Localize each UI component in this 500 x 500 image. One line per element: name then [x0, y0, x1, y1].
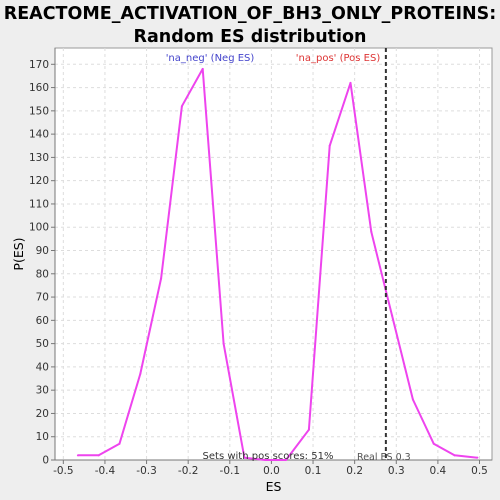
y-tick-label: 160 [29, 82, 49, 94]
data-point [97, 454, 100, 457]
x-tick-label: -0.3 [136, 465, 157, 477]
x-tick-label: 0.5 [471, 465, 488, 477]
series-line [77, 67, 478, 461]
chart-title-line: Random ES distribution [133, 27, 366, 47]
data-point [453, 454, 456, 457]
data-point [139, 372, 142, 375]
y-tick-label: 170 [29, 59, 49, 71]
y-tick-label: 60 [36, 315, 49, 327]
y-tick-label: 30 [36, 385, 49, 397]
x-tick-label: 0.2 [346, 465, 363, 477]
data-point [349, 81, 352, 84]
x-tick-label: -0.4 [95, 465, 116, 477]
data-point [76, 454, 79, 457]
data-point [243, 456, 246, 459]
data-point [476, 456, 479, 459]
y-tick-label: 20 [36, 408, 49, 420]
data-point [370, 230, 373, 233]
data-point [222, 342, 225, 345]
y-axis-label: P(ES) [11, 237, 26, 270]
x-tick-label: -0.5 [53, 465, 74, 477]
neg-es-label: 'na_neg' (Neg ES) [166, 53, 255, 64]
x-tick-label: 0.3 [388, 465, 405, 477]
data-point [284, 459, 287, 461]
pos-es-label: 'na_pos' (Pos ES) [296, 53, 381, 64]
y-tick-label: 90 [36, 245, 49, 257]
x-axis-label: ES [266, 479, 282, 494]
data-point [264, 459, 267, 461]
x-tick-label: -0.2 [178, 465, 199, 477]
y-tick-label: 130 [29, 152, 49, 164]
y-tick-label: 80 [36, 268, 49, 280]
y-tick-label: 140 [29, 129, 49, 141]
x-tick-label: 0.1 [305, 465, 322, 477]
data-point [160, 277, 163, 280]
y-tick-label: 150 [29, 105, 49, 117]
y-tick-label: 110 [29, 198, 49, 210]
data-point [201, 67, 204, 70]
real-es-label: Real ES 0.3 [357, 452, 411, 463]
x-tick-label: 0.0 [263, 465, 280, 477]
y-tick-label: 0 [42, 455, 49, 467]
data-point [391, 314, 394, 317]
y-tick-label: 120 [29, 175, 49, 187]
data-point [411, 398, 414, 401]
y-tick-label: 40 [36, 361, 49, 373]
data-point [328, 144, 331, 147]
data-point [307, 428, 310, 431]
chart-title-line: REACTOME_ACTIVATION_OF_BH3_ONLY_PROTEINS… [4, 4, 497, 24]
y-tick-label: 100 [29, 222, 49, 234]
data-point [432, 442, 435, 445]
y-tick-label: 50 [36, 338, 49, 350]
y-tick-label: 10 [36, 431, 49, 443]
data-point [180, 105, 183, 108]
sets-pos-scores-text: Sets with pos scores: 51% [203, 451, 334, 462]
x-tick-label: -0.1 [220, 465, 241, 477]
plot-area [54, 47, 493, 461]
y-tick-label: 70 [36, 292, 49, 304]
data-point [118, 442, 121, 445]
x-tick-label: 0.4 [430, 465, 447, 477]
